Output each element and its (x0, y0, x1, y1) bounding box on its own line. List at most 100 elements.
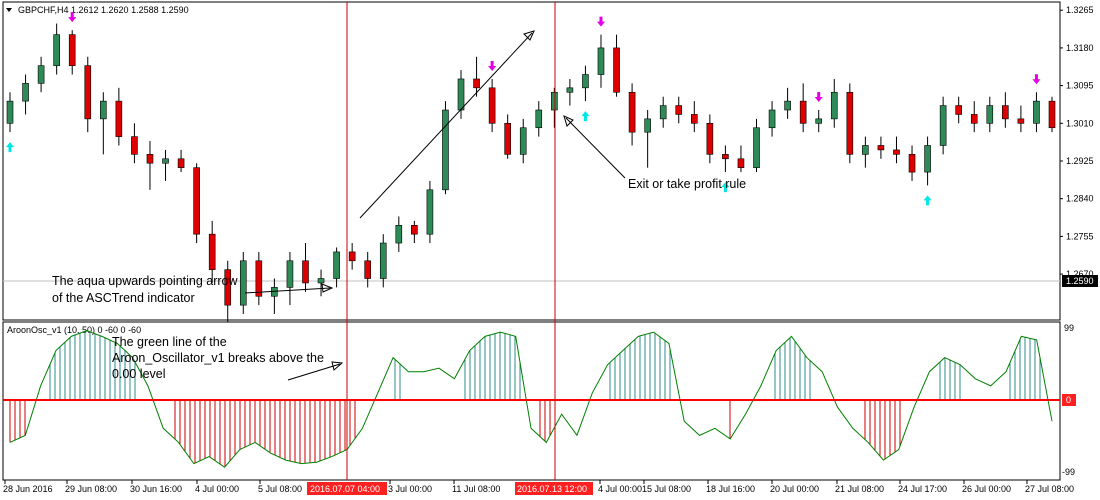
candle (1002, 92, 1009, 128)
sell-arrow-icon (1032, 74, 1041, 85)
candle (379, 234, 387, 288)
candle-body (893, 149, 900, 155)
candle (768, 101, 776, 137)
indicator-title: AroonOsc_v1 (10, 50) 0 -60 0 -60 (7, 325, 141, 335)
marker-1-badge (307, 482, 387, 495)
time-tick-label: 11 Jul 08:00 (452, 484, 500, 494)
price-axis: 1.3265 1.3180 1.3095 1.3010 1.2925 1.2840 1.27… (1060, 5, 1094, 279)
candle (131, 123, 138, 164)
time-tick-label: 28 Jun 2016 (3, 484, 53, 494)
chart-title: GBPCHF,H4 1.2612 1.2620 1.2588 1.2590 (18, 5, 189, 15)
candle (115, 87, 123, 146)
candle-body (815, 118, 823, 124)
candle-body (799, 100, 807, 124)
candle (893, 136, 900, 164)
candle (659, 96, 667, 128)
indicator-tick-top: 99 (1064, 323, 1074, 333)
price-tick-label: 1.2925 (1066, 156, 1094, 166)
candle (551, 87, 558, 128)
candle (442, 101, 449, 195)
sell-arrow-icon (488, 60, 497, 71)
annotation-pointer-arrow-3 (287, 361, 344, 381)
candle-body (348, 251, 356, 262)
price-panel (2, 1, 1061, 321)
time-tick-label: 29 Jun 08:00 (65, 484, 117, 494)
candle-body (177, 158, 185, 168)
candle (22, 74, 29, 115)
buy-arrow-icon (581, 111, 590, 122)
candle-body (22, 83, 29, 102)
candle-body (1033, 100, 1040, 124)
candle-body (846, 91, 854, 155)
candle (628, 83, 636, 146)
candle (675, 96, 683, 124)
time-tick-label: 15 Jul 08:00 (642, 484, 691, 494)
zero-badge (1062, 394, 1076, 406)
candle (830, 78, 838, 128)
candle-body (411, 225, 418, 235)
sell-arrow-icon (596, 16, 605, 27)
candle (286, 251, 294, 306)
time-tick-label: 27 Jul 08:00 (1025, 484, 1074, 494)
candle (333, 247, 340, 288)
annotation-pointer-arrow-2 (563, 115, 626, 179)
candle (644, 110, 651, 168)
candle-body (566, 87, 574, 93)
buy-arrow-icon (721, 182, 730, 193)
candle (504, 114, 511, 159)
candle-body (955, 105, 962, 115)
candle-body (426, 189, 434, 235)
candle (535, 101, 543, 137)
candle-body (457, 78, 465, 111)
candle-body (53, 34, 60, 66)
candle (846, 83, 854, 164)
candle-body (488, 87, 496, 124)
candle (939, 96, 947, 155)
candle (737, 145, 745, 173)
candle (877, 136, 885, 159)
candle (722, 145, 729, 173)
candle (84, 56, 92, 133)
candle-body (924, 145, 931, 173)
candle-body (644, 118, 651, 133)
time-tick-label: 26 Jul 00:00 (962, 484, 1011, 494)
candle-body (737, 158, 745, 168)
candle (1017, 105, 1025, 133)
candle (6, 92, 14, 133)
candle-body (6, 100, 14, 124)
trend-arrow (359, 30, 535, 219)
candle-body (100, 100, 107, 120)
candle (239, 251, 247, 314)
title-dropdown-icon[interactable] (6, 8, 12, 12)
time-tick-label: 30 Jun 16:00 (130, 484, 182, 494)
candle-body (768, 109, 776, 129)
price-tick-label: 1.3180 (1066, 43, 1094, 53)
marker-2-badge (515, 482, 593, 495)
annotation-osc-note-line3: 0.00 level (112, 367, 166, 381)
candle (255, 251, 263, 306)
candle-body (473, 78, 480, 89)
marker-2-label: 2016.07.13 12:00 (517, 484, 587, 494)
annotation-osc-note-line1: The green line of the (112, 335, 227, 349)
candle-body (877, 145, 885, 151)
candle-body (364, 260, 372, 279)
candle-body (193, 167, 200, 235)
candle-body (535, 109, 543, 129)
candle-body (255, 260, 263, 297)
candle (613, 34, 620, 97)
candle (193, 163, 200, 244)
annotation-exit-note: Exit or take profit rule (628, 177, 746, 191)
candle-body (115, 100, 123, 137)
candle (690, 101, 698, 133)
marker-1-label: 2016.07.07 04:00 (310, 484, 380, 494)
candle (100, 92, 107, 155)
candle-body (317, 278, 325, 284)
candle-body (1048, 100, 1056, 129)
candle (784, 87, 791, 119)
sell-arrow-icon (68, 12, 77, 23)
candle (146, 141, 154, 190)
candle (1033, 92, 1040, 133)
candle (411, 220, 418, 244)
candle (1048, 96, 1056, 133)
